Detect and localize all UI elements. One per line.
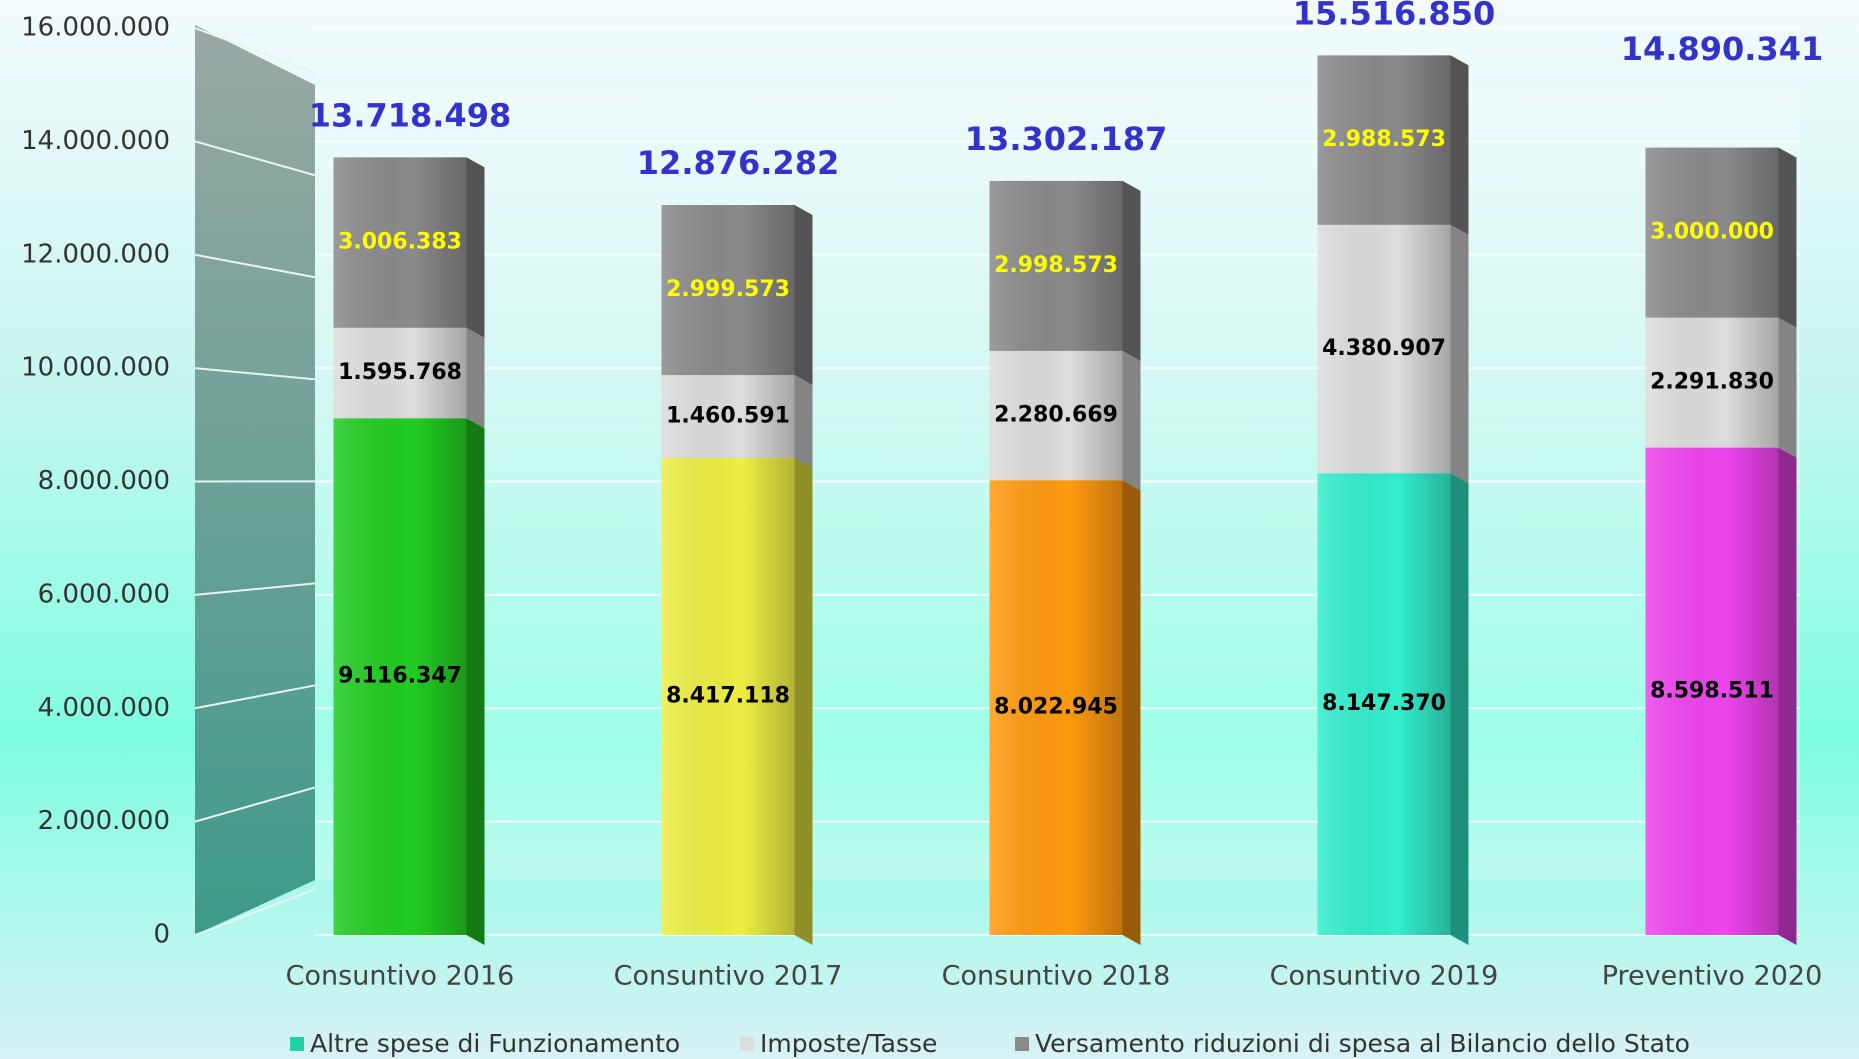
bar-side — [1778, 447, 1797, 945]
grid-line — [194, 140, 316, 177]
bar-side — [1450, 473, 1469, 945]
bar-side-dark — [466, 157, 485, 338]
data-label: 8.598.511 — [1650, 678, 1774, 703]
data-label: 9.116.347 — [338, 664, 462, 689]
bar-side — [1450, 224, 1469, 484]
data-label: 3.006.383 — [338, 230, 462, 255]
grid-line — [194, 786, 316, 823]
bar-shade — [333, 418, 467, 936]
y-tick-label: 4.000.000 — [38, 693, 170, 723]
data-label: 2.280.669 — [994, 403, 1118, 428]
grid-line — [194, 582, 316, 596]
bar-shade — [1645, 447, 1779, 935]
bar-shade — [333, 327, 467, 419]
legend-marker — [740, 1037, 754, 1051]
y-tick-label: 14.000.000 — [21, 126, 170, 156]
x-tick-label: Preventivo 2020 — [1602, 961, 1823, 992]
bar-side-dark — [1122, 480, 1141, 945]
side-wall — [195, 25, 315, 935]
bar-side-dark — [1778, 147, 1797, 328]
total-label: 13.302.187 — [965, 120, 1167, 158]
bar-side-dark — [1778, 447, 1797, 945]
grid-line — [194, 27, 316, 75]
data-label: 2.999.573 — [666, 277, 790, 302]
legend-label: Imposte/Tasse — [760, 1029, 937, 1058]
data-label: 8.022.945 — [994, 695, 1118, 720]
data-label: 1.595.768 — [338, 360, 462, 385]
bar-shade — [1317, 55, 1451, 225]
bar-side — [1778, 317, 1797, 458]
bar-shade — [333, 157, 467, 328]
data-label: 2.291.830 — [1650, 370, 1774, 395]
legend-marker — [1015, 1037, 1029, 1051]
bar-shade — [1317, 473, 1451, 935]
legend-marker — [290, 1037, 304, 1051]
bar-side — [794, 205, 813, 386]
legend-label: Altre spese di Funzionamento — [310, 1029, 680, 1058]
x-tick-label: Consuntivo 2016 — [286, 961, 515, 992]
bar-side — [1122, 180, 1141, 361]
y-tick-label: 0 — [153, 920, 170, 950]
y-tick-label: 10.000.000 — [21, 353, 170, 383]
bar-side-dark — [1450, 55, 1469, 235]
bar-side-dark — [466, 418, 485, 946]
bar-side — [1122, 350, 1141, 491]
grid-line — [194, 367, 316, 381]
data-label: 1.460.591 — [666, 403, 790, 428]
bar-shade — [989, 180, 1123, 351]
y-tick-label: 2.000.000 — [38, 806, 170, 836]
bar-side — [1450, 55, 1469, 235]
grid-line — [194, 888, 316, 936]
bar-side-dark — [794, 457, 813, 945]
x-tick-label: Consuntivo 2018 — [942, 961, 1171, 992]
total-label: 13.718.498 — [309, 96, 511, 134]
bar-shade — [1317, 224, 1451, 474]
bar-side-dark — [1450, 224, 1469, 484]
bar-side-dark — [1778, 317, 1797, 458]
bar-side — [1122, 480, 1141, 945]
data-label: 2.988.573 — [1322, 127, 1446, 152]
bar-side — [1778, 147, 1797, 328]
bar-side-dark — [794, 205, 813, 386]
bar-shade — [661, 375, 795, 458]
x-tick-label: Consuntivo 2019 — [1270, 961, 1499, 992]
bar-side-dark — [466, 327, 485, 429]
bar-shade — [989, 480, 1123, 935]
total-label: 14.890.341 — [1621, 30, 1823, 68]
bar-shade — [989, 350, 1123, 481]
bar-side-dark — [1122, 180, 1141, 361]
bar-shade — [661, 457, 795, 935]
bar-shade — [1645, 317, 1779, 448]
bar-side — [794, 375, 813, 468]
x-tick-label: Consuntivo 2017 — [614, 961, 843, 992]
bar-side — [466, 157, 485, 338]
bar-side-dark — [1450, 473, 1469, 945]
bar-shade — [1645, 147, 1779, 318]
bar-side-dark — [1122, 350, 1141, 491]
data-label: 3.000.000 — [1650, 220, 1774, 245]
data-label: 8.147.370 — [1322, 691, 1446, 716]
total-label: 12.876.282 — [637, 144, 839, 182]
y-tick-label: 8.000.000 — [38, 466, 170, 496]
y-tick-label: 6.000.000 — [38, 579, 170, 609]
bar-side — [466, 418, 485, 946]
data-label: 4.380.907 — [1322, 336, 1446, 361]
data-label: 2.998.573 — [994, 253, 1118, 278]
grid-line — [194, 253, 316, 279]
bar-side — [466, 327, 485, 429]
y-tick-label: 16.000.000 — [21, 13, 170, 43]
bar-shade — [661, 205, 795, 376]
y-tick-label: 12.000.000 — [21, 239, 170, 269]
total-label: 15.516.850 — [1293, 0, 1495, 32]
bar-side-dark — [794, 375, 813, 468]
data-label: 8.417.118 — [666, 683, 790, 708]
bar-side — [794, 457, 813, 945]
grid-line — [194, 684, 316, 710]
legend-label: Versamento riduzioni di spesa al Bilanci… — [1035, 1029, 1690, 1058]
